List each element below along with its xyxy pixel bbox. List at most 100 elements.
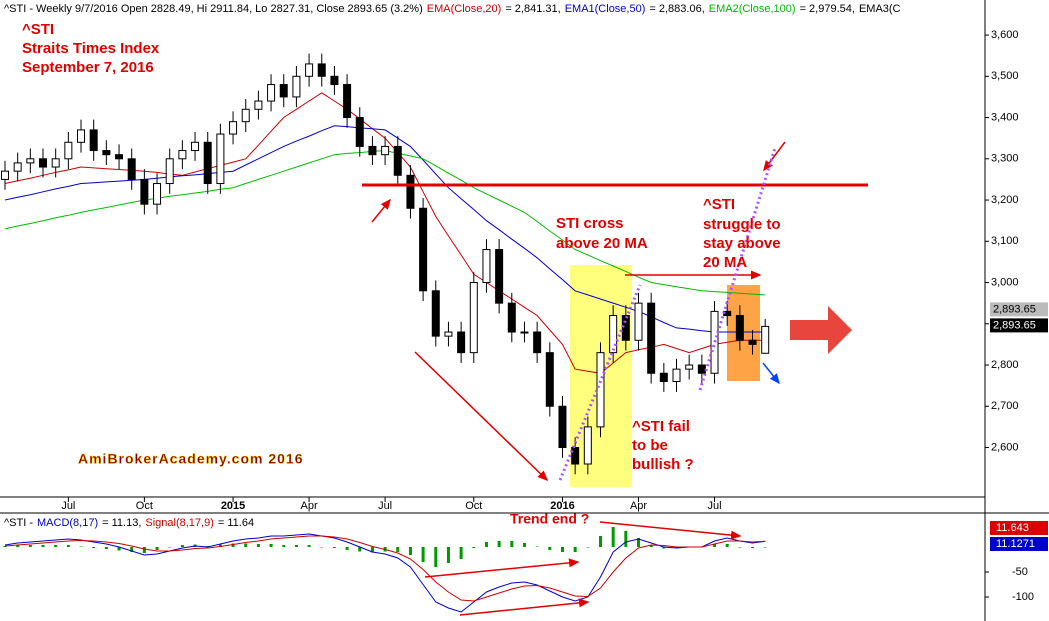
candle-body	[482, 249, 491, 284]
arrow	[424, 558, 580, 578]
arrow	[414, 351, 549, 482]
histogram-bar	[713, 544, 717, 547]
annotation: STI cross	[556, 215, 624, 232]
candle-body	[229, 121, 238, 135]
candle-body	[77, 129, 86, 143]
header-text: ^STI -	[4, 517, 33, 529]
candle-body	[507, 302, 516, 333]
candle-body	[267, 84, 276, 102]
x-tick-label: Oct	[465, 500, 482, 512]
candle-body	[533, 331, 542, 354]
macd-line	[4, 535, 766, 602]
histogram-bar	[560, 547, 564, 552]
x-tick-label: Oct	[136, 500, 153, 512]
histogram-bar	[3, 546, 7, 547]
histogram-bar	[763, 547, 767, 548]
histogram-bar	[751, 547, 755, 548]
y-tick-label: -50	[1012, 566, 1028, 578]
x-tick-label: Jul	[378, 500, 392, 512]
histogram-bar	[294, 545, 298, 547]
header: ^STI - Weekly 9/7/2016 Open 2828.49, Hi …	[4, 3, 901, 15]
y-tick-label: 3,400	[991, 111, 1019, 123]
candle-body	[165, 158, 174, 185]
candle-body	[102, 150, 111, 156]
candle-body	[672, 368, 681, 383]
macd-header: ^STI - MACD(8,17) = 11.13, Signal(8,17,9) = …	[4, 517, 254, 529]
x-tick-label: 2016	[550, 500, 574, 512]
histogram-bar	[624, 531, 628, 547]
macd-line	[4, 533, 766, 613]
candle-body	[317, 63, 326, 77]
histogram-bar	[180, 545, 184, 547]
y-tick-label: 2,800	[991, 359, 1019, 371]
big-arrow	[790, 306, 852, 354]
value-tag-bg	[990, 521, 1048, 535]
candle-body	[140, 178, 149, 205]
candle-body	[343, 84, 352, 119]
histogram-bar	[484, 542, 488, 547]
candle-body	[292, 75, 301, 98]
histogram-bar	[41, 545, 45, 547]
histogram-bar	[586, 547, 590, 548]
candle-body	[596, 352, 605, 428]
x-tick-label: Jul	[61, 500, 75, 512]
candle-body	[495, 249, 504, 304]
candle-body	[355, 117, 364, 147]
candle-body	[1, 170, 9, 180]
candle-body	[621, 315, 630, 341]
histogram-bar	[370, 547, 374, 553]
histogram-bar	[611, 527, 615, 547]
histogram-bar	[168, 547, 172, 548]
annotation: ^STI	[703, 196, 735, 213]
histogram-bar	[662, 547, 666, 549]
annotation: bullish ?	[632, 456, 694, 473]
candle-body	[368, 145, 377, 156]
histogram-bar	[244, 543, 248, 547]
candle-body	[153, 183, 162, 205]
y-tick-label: 3,100	[991, 235, 1019, 247]
arrow	[762, 362, 780, 385]
x-tick-label: Apr	[301, 500, 318, 512]
arrow	[599, 521, 742, 540]
candle-body	[697, 364, 706, 374]
y-tick-label: 3,000	[991, 276, 1019, 288]
candle-body	[279, 84, 288, 98]
histogram-bar	[725, 544, 729, 547]
histogram-bar	[269, 544, 273, 547]
histogram-bar	[497, 541, 501, 547]
histogram-bar	[408, 547, 412, 555]
candle-body	[419, 207, 428, 292]
histogram-bar	[92, 547, 96, 548]
legend-value: = 2,841.31,	[505, 3, 560, 15]
y-tick-label: 3,600	[991, 29, 1019, 41]
legend-entry: Signal(8,17,9)	[145, 517, 214, 529]
candle-body	[26, 158, 35, 164]
candle-body	[216, 133, 225, 185]
candle-body	[647, 302, 656, 374]
candle-body	[444, 331, 453, 337]
candle-body	[51, 158, 60, 168]
candle-body	[609, 315, 618, 354]
annotation: above 20 MA	[556, 235, 648, 252]
candle-body	[457, 331, 466, 354]
histogram-bar	[345, 547, 349, 550]
candle-body	[254, 100, 263, 110]
y-tick-label: 3,200	[991, 194, 1019, 206]
candle-body	[191, 141, 200, 152]
candle-body	[406, 174, 415, 209]
value-tag: 11.643	[996, 522, 1029, 534]
y-tick-label: -100	[1012, 591, 1034, 603]
candle-body	[39, 158, 48, 168]
candle-body	[748, 339, 757, 345]
candle-body	[735, 315, 744, 341]
candle-body	[241, 108, 250, 123]
histogram-bar	[738, 547, 742, 548]
value-tag: 11.1271	[996, 538, 1035, 550]
y-tick-label: 3,500	[991, 70, 1019, 82]
y-tick-label: 3,300	[991, 153, 1019, 165]
histogram-bar	[54, 545, 58, 547]
plot	[1, 53, 770, 613]
histogram-bar	[649, 545, 653, 547]
histogram-bar	[510, 541, 514, 547]
